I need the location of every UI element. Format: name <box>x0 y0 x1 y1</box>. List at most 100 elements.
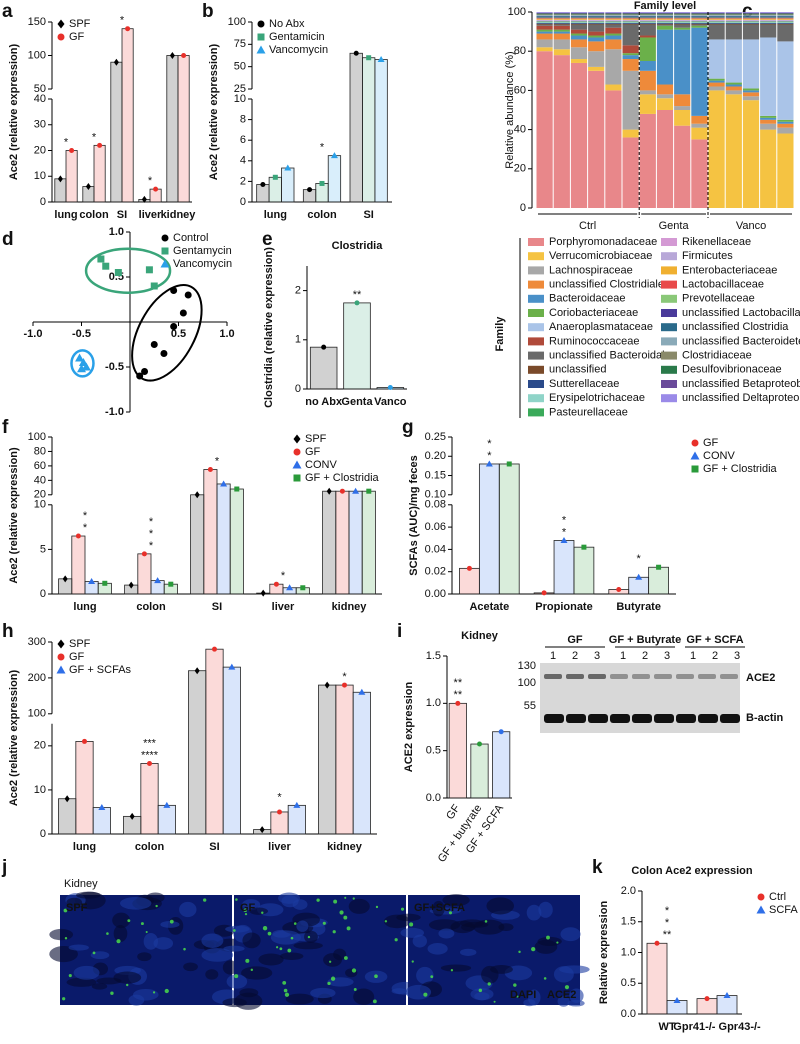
stack-segment <box>760 23 777 25</box>
significance: * <box>215 455 220 467</box>
legend-swatch <box>661 252 677 261</box>
stack-segment <box>639 15 656 16</box>
stack-segment <box>708 19 725 21</box>
ace2-signal <box>330 976 336 981</box>
bar <box>648 566 669 595</box>
stack-segment <box>605 22 622 23</box>
tissue-texture <box>400 927 425 938</box>
y-tick-label: 1.0 <box>426 697 441 709</box>
stack-segment <box>553 23 570 25</box>
bar <box>348 490 363 595</box>
cluster-ellipse <box>84 247 172 294</box>
stack-segment <box>777 127 794 134</box>
stack-segment <box>588 20 605 22</box>
legend-swatch <box>528 365 544 374</box>
legend-label: Sutterellaceae <box>549 378 619 390</box>
stack-segment <box>691 24 708 26</box>
bar-top-marker <box>477 741 482 747</box>
stack-segment <box>639 35 656 38</box>
stack-segment <box>553 24 570 26</box>
y-tick-label: 10 <box>234 93 246 105</box>
stack-segment <box>777 17 794 19</box>
legend-label: Ruminococcaceae <box>549 335 640 347</box>
stack-segment <box>570 21 588 23</box>
stack-segment <box>760 19 777 20</box>
tissue-texture <box>348 898 370 914</box>
bar <box>216 483 231 595</box>
y-tick-label: 6 <box>240 134 246 146</box>
stack-segment <box>777 119 794 122</box>
stack-segment <box>605 16 622 18</box>
x-tick-label: WT <box>658 1021 675 1033</box>
ace2-signal <box>344 896 347 899</box>
blot-lane: 3 <box>594 650 600 662</box>
significance: * <box>281 570 286 582</box>
x-tick-label: SI <box>209 841 219 853</box>
blot-lane: 3 <box>664 650 670 662</box>
tissue-texture <box>91 983 108 990</box>
stack-segment <box>553 21 570 23</box>
significance: * <box>149 528 154 540</box>
legend-label: GF + Clostridia <box>703 463 778 475</box>
stack-segment <box>588 66 605 71</box>
bar <box>110 61 123 203</box>
y-tick-label: 20 <box>34 489 46 501</box>
stack-segment <box>588 12 605 14</box>
bar <box>256 184 270 203</box>
tissue-texture <box>112 912 131 929</box>
stack-segment <box>708 20 725 22</box>
stack-segment <box>588 37 605 42</box>
stack-segment <box>656 18 674 20</box>
ace2-signal <box>169 919 174 924</box>
stack-segment <box>588 17 605 19</box>
stack-segment <box>605 21 622 23</box>
stack-segment <box>725 22 742 23</box>
stack-segment <box>691 14 708 16</box>
stack-segment <box>553 55 570 209</box>
stack-segment <box>553 25 570 30</box>
bar <box>318 684 337 835</box>
stack-segment <box>553 17 570 19</box>
bar-top-marker <box>102 580 108 586</box>
bar-top-marker <box>354 300 360 306</box>
y-tick-label: 100 <box>228 16 246 28</box>
y-tick-label: 0 <box>40 588 46 600</box>
y-tick-label: 1.0 <box>621 946 636 958</box>
stack-segment <box>622 19 639 21</box>
stack-segment <box>725 19 742 20</box>
significance: * <box>64 136 69 148</box>
stack-segment <box>674 106 691 110</box>
stack-segment <box>656 14 674 16</box>
legend-swatch <box>661 266 677 275</box>
ace2-signal <box>516 995 519 998</box>
legend-swatch <box>528 323 544 332</box>
stack-segment <box>605 12 622 13</box>
y-axis-label: Relative expression <box>598 901 610 1005</box>
blot-band <box>720 674 738 679</box>
legend-marker <box>293 434 301 444</box>
ace2-signal <box>493 1000 496 1003</box>
stack-segment <box>708 19 725 20</box>
stack-segment <box>622 20 639 22</box>
stack-segment <box>777 19 794 20</box>
bar <box>121 28 134 203</box>
ace2-signal <box>329 960 332 963</box>
blot-band-label: ACE2 <box>746 672 775 684</box>
stack-segment <box>536 22 553 23</box>
legend-marker <box>257 20 265 28</box>
bar <box>58 798 77 835</box>
stack-segment <box>674 110 691 126</box>
stack-segment <box>639 20 656 22</box>
legend-label: Pasteurellaceae <box>549 406 628 418</box>
stack-segment <box>656 22 674 24</box>
blot-band <box>698 714 718 723</box>
bar-top-marker <box>673 996 681 1003</box>
significance: ** <box>454 677 463 689</box>
blot-lane: 2 <box>572 650 578 662</box>
bar <box>573 546 595 595</box>
bar <box>92 807 111 835</box>
bar-top-marker <box>704 996 710 1002</box>
tissue-texture <box>438 928 455 939</box>
stack-segment <box>725 23 742 25</box>
ace2-signal <box>145 931 148 934</box>
